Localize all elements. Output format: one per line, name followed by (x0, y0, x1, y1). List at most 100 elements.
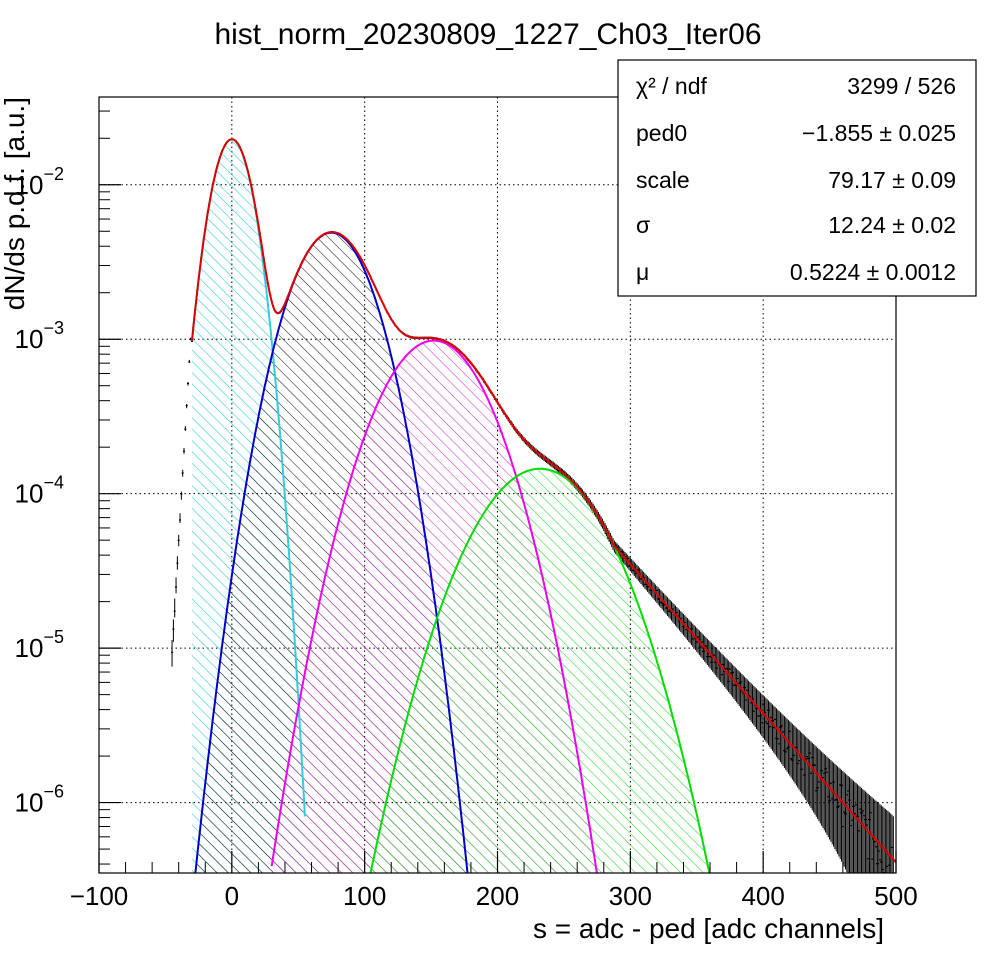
data-point (833, 799, 836, 801)
data-point (636, 572, 638, 574)
data-point (871, 858, 874, 860)
data-point (578, 487, 581, 489)
data-point (181, 472, 184, 474)
data-point (701, 641, 704, 643)
component-fill-3pe (364, 468, 737, 873)
data-point (804, 758, 807, 760)
data-point (848, 799, 851, 801)
data-point (877, 850, 880, 852)
data-point (659, 601, 662, 603)
data-point (702, 650, 705, 652)
data-point (844, 813, 847, 815)
data-point (845, 794, 848, 796)
data-point (790, 758, 793, 760)
data-point (867, 858, 870, 860)
data-point (752, 710, 755, 712)
data-point (675, 612, 678, 614)
data-point (727, 680, 730, 682)
data-point (699, 646, 702, 648)
data-point (843, 811, 846, 813)
data-point (616, 546, 619, 548)
data-point (621, 551, 624, 553)
data-point (697, 636, 700, 638)
x-tick-label: 100 (343, 881, 386, 911)
data-point (188, 361, 191, 363)
data-point (715, 667, 718, 669)
data-point (812, 764, 815, 766)
data-point (807, 757, 810, 759)
stats-row-label: scale (636, 167, 690, 193)
data-point (851, 819, 854, 821)
data-point (766, 723, 769, 725)
data-point (713, 654, 715, 656)
data-point (646, 586, 649, 588)
data-point (771, 720, 774, 722)
data-point (662, 604, 665, 606)
data-point (778, 743, 781, 745)
data-point (640, 578, 642, 580)
data-point (835, 799, 838, 801)
x-tick-label: 200 (476, 881, 519, 911)
data-point (690, 628, 693, 630)
x-tick-label: 500 (874, 881, 917, 911)
data-point (814, 764, 816, 766)
data-point (767, 709, 770, 711)
data-point (191, 340, 193, 342)
data-point (868, 818, 871, 821)
data-point (880, 861, 883, 863)
data-point (888, 864, 891, 866)
fit-curves (191, 138, 896, 873)
data-point (772, 727, 775, 729)
y-tick-label: 10−5 (15, 627, 64, 663)
data-point (839, 784, 842, 786)
data-point (643, 583, 646, 586)
y-tick-label: 10−6 (15, 782, 64, 818)
data-point (626, 558, 629, 560)
y-tick-label: 10−4 (15, 473, 64, 509)
data-point (637, 569, 640, 571)
data-point (667, 610, 670, 612)
data-point (183, 450, 185, 452)
y-axis-label: dN/ds p.d.f. [a.u.] (0, 97, 30, 310)
data-point (768, 726, 771, 728)
data-point (609, 540, 612, 542)
total-fit-curve (191, 138, 896, 863)
data-point (869, 812, 872, 814)
x-tick-label: 300 (609, 881, 652, 911)
data-point (649, 589, 652, 591)
data-point (859, 808, 862, 810)
data-point (601, 525, 604, 527)
data-point (796, 762, 799, 765)
data-point (891, 846, 893, 849)
data-point (679, 617, 682, 620)
data-point (815, 790, 818, 792)
stats-row-label: ped0 (636, 120, 687, 146)
stats-row-value: −1.855 ± 0.025 (802, 120, 956, 146)
data-point (764, 721, 767, 723)
data-point (879, 859, 882, 861)
data-point (705, 645, 707, 647)
data-point (831, 798, 834, 800)
data-point (759, 715, 762, 717)
data-point (645, 583, 648, 585)
data-point (792, 754, 795, 756)
data-point (794, 746, 796, 748)
data-point (173, 610, 176, 612)
data-point (837, 805, 840, 807)
data-point (714, 661, 717, 663)
data-point (860, 812, 863, 814)
chart-title: hist_norm_20230809_1227_Ch03_Iter06 (214, 18, 761, 51)
component-curve-3pe (369, 467, 711, 873)
data-point (614, 544, 617, 546)
data-point (725, 668, 727, 670)
data-point (677, 615, 680, 617)
data-point (827, 796, 830, 798)
data-point (808, 752, 811, 754)
data-point (872, 838, 875, 840)
data-point (655, 589, 658, 591)
data-point (779, 726, 782, 728)
data-point (782, 731, 785, 733)
data-point (176, 562, 179, 564)
data-point (730, 672, 733, 674)
